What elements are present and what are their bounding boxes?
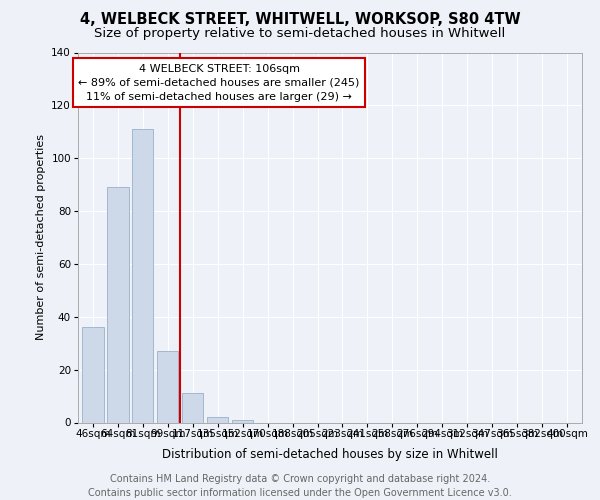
Text: Size of property relative to semi-detached houses in Whitwell: Size of property relative to semi-detach… (94, 28, 506, 40)
Y-axis label: Number of semi-detached properties: Number of semi-detached properties (36, 134, 46, 340)
Text: Contains HM Land Registry data © Crown copyright and database right 2024.
Contai: Contains HM Land Registry data © Crown c… (88, 474, 512, 498)
Bar (157, 351, 178, 422)
Bar (207, 417, 229, 422)
Bar (182, 394, 203, 422)
X-axis label: Distribution of semi-detached houses by size in Whitwell: Distribution of semi-detached houses by … (162, 448, 498, 461)
Bar (232, 420, 253, 422)
Bar (132, 129, 154, 422)
Text: 4 WELBECK STREET: 106sqm
← 89% of semi-detached houses are smaller (245)
11% of : 4 WELBECK STREET: 106sqm ← 89% of semi-d… (79, 64, 360, 102)
Bar (82, 328, 104, 422)
Text: 4, WELBECK STREET, WHITWELL, WORKSOP, S80 4TW: 4, WELBECK STREET, WHITWELL, WORKSOP, S8… (80, 12, 520, 28)
Bar (107, 188, 128, 422)
